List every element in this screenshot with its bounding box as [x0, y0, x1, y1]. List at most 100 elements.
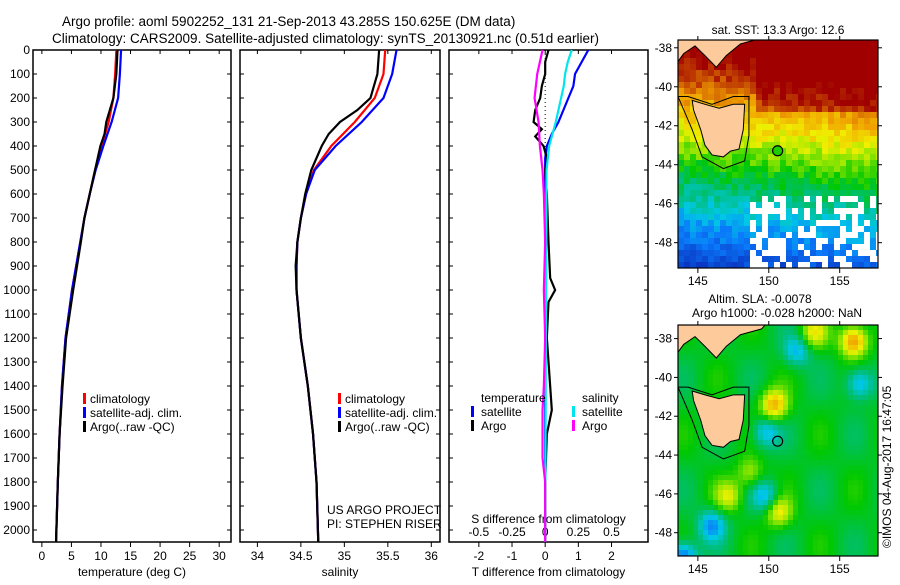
- map-cell: [753, 390, 758, 395]
- map-cell: [863, 490, 868, 495]
- map-cell: [783, 490, 788, 495]
- map-cell: [763, 425, 768, 430]
- map-cell: [852, 154, 858, 160]
- map-cell: [852, 130, 858, 136]
- map-cell: [818, 370, 823, 375]
- map-cell: [864, 142, 870, 148]
- map-cell: [783, 390, 788, 395]
- map-cell: [843, 350, 848, 355]
- map-cell: [876, 106, 878, 112]
- map-cell: [834, 190, 840, 196]
- map-cell: [744, 262, 750, 268]
- map-cell: [813, 380, 818, 385]
- map-cell: [678, 244, 684, 250]
- map-cell: [763, 470, 768, 475]
- map-cell: [833, 355, 838, 360]
- map-cell: [713, 385, 718, 390]
- map-cell: [798, 335, 803, 340]
- map-cell: [816, 130, 822, 136]
- map-cell: [780, 226, 786, 232]
- map-cell: [744, 226, 750, 232]
- map-cell: [873, 440, 878, 445]
- map-cell: [858, 420, 863, 425]
- map-cell: [792, 202, 798, 208]
- map-cell: [678, 172, 684, 178]
- map-cell: [843, 540, 848, 545]
- map-cell: [810, 136, 816, 142]
- map-cell: [684, 220, 690, 226]
- map-cell: [833, 515, 838, 520]
- map-cell: [684, 232, 690, 238]
- map-cell: [684, 202, 690, 208]
- map-cell: [803, 380, 808, 385]
- map-cell: [693, 550, 698, 555]
- map-cell: [703, 440, 708, 445]
- map-cell: [788, 520, 793, 525]
- map-cell: [678, 485, 683, 490]
- map-cell: [738, 360, 743, 365]
- map-cell: [768, 166, 774, 172]
- map-cell: [838, 460, 843, 465]
- map-cell: [863, 530, 868, 535]
- map-cell: [838, 495, 843, 500]
- map-cell: [768, 400, 773, 405]
- map-cell: [828, 40, 834, 46]
- map-cell: [750, 76, 756, 82]
- map-cell: [684, 106, 690, 112]
- map-cell: [763, 340, 768, 345]
- map-cell: [803, 470, 808, 475]
- map-cell: [733, 365, 738, 370]
- map-cell: [703, 525, 708, 530]
- map-cell: [763, 515, 768, 520]
- map-cell: [678, 355, 683, 360]
- map-cell: [822, 40, 828, 46]
- map-cell: [838, 430, 843, 435]
- map-cell: [792, 124, 798, 130]
- map-cell: [873, 365, 878, 370]
- map-cell: [683, 355, 688, 360]
- map-cell: [720, 178, 726, 184]
- map-cell: [840, 52, 846, 58]
- map-cell: [733, 490, 738, 495]
- map-cell: [848, 525, 853, 530]
- map-cell: [723, 470, 728, 475]
- map-cell: [798, 485, 803, 490]
- map-cell: [858, 370, 863, 375]
- map-cell: [833, 465, 838, 470]
- map-cell: [848, 425, 853, 430]
- map-cell: [753, 370, 758, 375]
- map-cell: [803, 360, 808, 365]
- map-cell: [876, 160, 878, 166]
- map-cell: [868, 485, 873, 490]
- map-cell: [720, 184, 726, 190]
- map-cell: [823, 485, 828, 490]
- map-cell: [733, 540, 738, 545]
- map-cell: [803, 330, 808, 335]
- map-cell: [852, 64, 858, 70]
- map-cell: [756, 112, 762, 118]
- map-cell: [744, 82, 750, 88]
- map-cell: [693, 370, 698, 375]
- map-cell: [738, 160, 744, 166]
- map-cell: [846, 142, 852, 148]
- map-cell: [678, 160, 684, 166]
- map-cell: [723, 510, 728, 515]
- map-cell: [786, 220, 792, 226]
- map-cell: [768, 340, 773, 345]
- map-cell: [858, 385, 863, 390]
- map-cell: [684, 262, 690, 268]
- map-cell: [828, 490, 833, 495]
- map-cell: [708, 262, 714, 268]
- map-cell: [804, 82, 810, 88]
- map-cell: [792, 166, 798, 172]
- map-cell: [786, 238, 792, 244]
- map-cell: [833, 325, 838, 330]
- map-cell: [696, 172, 702, 178]
- map-cell: [828, 76, 834, 82]
- map-cell: [803, 435, 808, 440]
- map-cell: [808, 375, 813, 380]
- map-cell: [863, 465, 868, 470]
- map-cell: [726, 58, 732, 64]
- map-cell: [758, 350, 763, 355]
- map-cell: [750, 172, 756, 178]
